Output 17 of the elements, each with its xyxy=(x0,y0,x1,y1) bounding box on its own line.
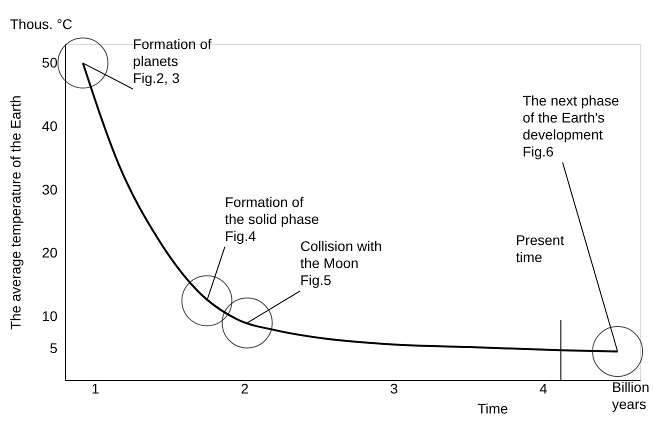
x-axis-title: Time xyxy=(478,400,508,416)
y-tick-label: 40 xyxy=(42,118,58,134)
annotation: The next phase of the Earth's development Fig.6 xyxy=(522,92,620,160)
annotation: Formation of planets Fig.2, 3 xyxy=(132,36,212,86)
text: Thous. °C xyxy=(10,16,72,32)
x-tick-label: 4 xyxy=(540,380,548,396)
annotation: Billion years xyxy=(612,379,650,412)
x-tick-label: 3 xyxy=(390,380,398,396)
y-axis-title: The average temperature of the Earth xyxy=(8,95,24,330)
y-tick-label: 5 xyxy=(50,340,58,356)
y-tick-label: 10 xyxy=(42,308,58,324)
x-tick-label: 2 xyxy=(240,380,249,396)
x-tick-label: 1 xyxy=(91,380,100,396)
ref-line-label: Present time xyxy=(516,232,564,265)
y-tick-label: 50 xyxy=(42,54,58,71)
y-tick-label: 30 xyxy=(42,181,58,198)
y-tick-label: 20 xyxy=(42,244,58,261)
